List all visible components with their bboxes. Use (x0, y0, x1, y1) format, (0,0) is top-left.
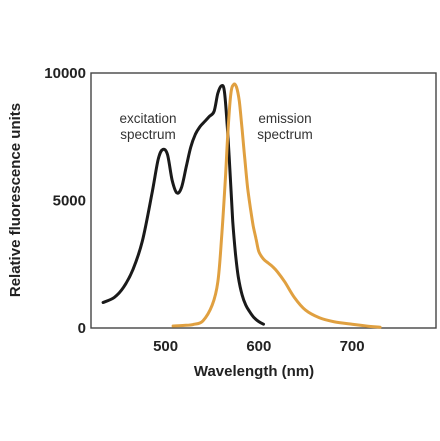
plot-frame (90, 72, 437, 329)
x-axis-title: Wavelength (nm) (194, 363, 314, 380)
y-tick-label-10000: 10000 (44, 65, 86, 82)
axis-ticks: 500 600 700 0 5000 10000 (44, 65, 364, 355)
x-tick-label-500: 500 (153, 338, 178, 355)
annotation-excitation-line-2: spectrum (120, 127, 176, 142)
y-tick-label-5000: 5000 (53, 193, 86, 210)
annotation-emission-line-1: emission (258, 111, 311, 126)
emission-spectrum-line (171, 82, 382, 329)
y-axis-title: Relative fluorescence units (7, 103, 24, 297)
annotation-excitation-line-1: excitation (119, 111, 176, 126)
annotation-emission-line-2: spectrum (257, 127, 313, 142)
x-tick-label-600: 600 (246, 338, 271, 355)
series-lines (101, 82, 382, 329)
x-tick-label-700: 700 (340, 338, 365, 355)
y-tick-label-0: 0 (78, 320, 86, 337)
excitation-spectrum-line (101, 83, 265, 326)
